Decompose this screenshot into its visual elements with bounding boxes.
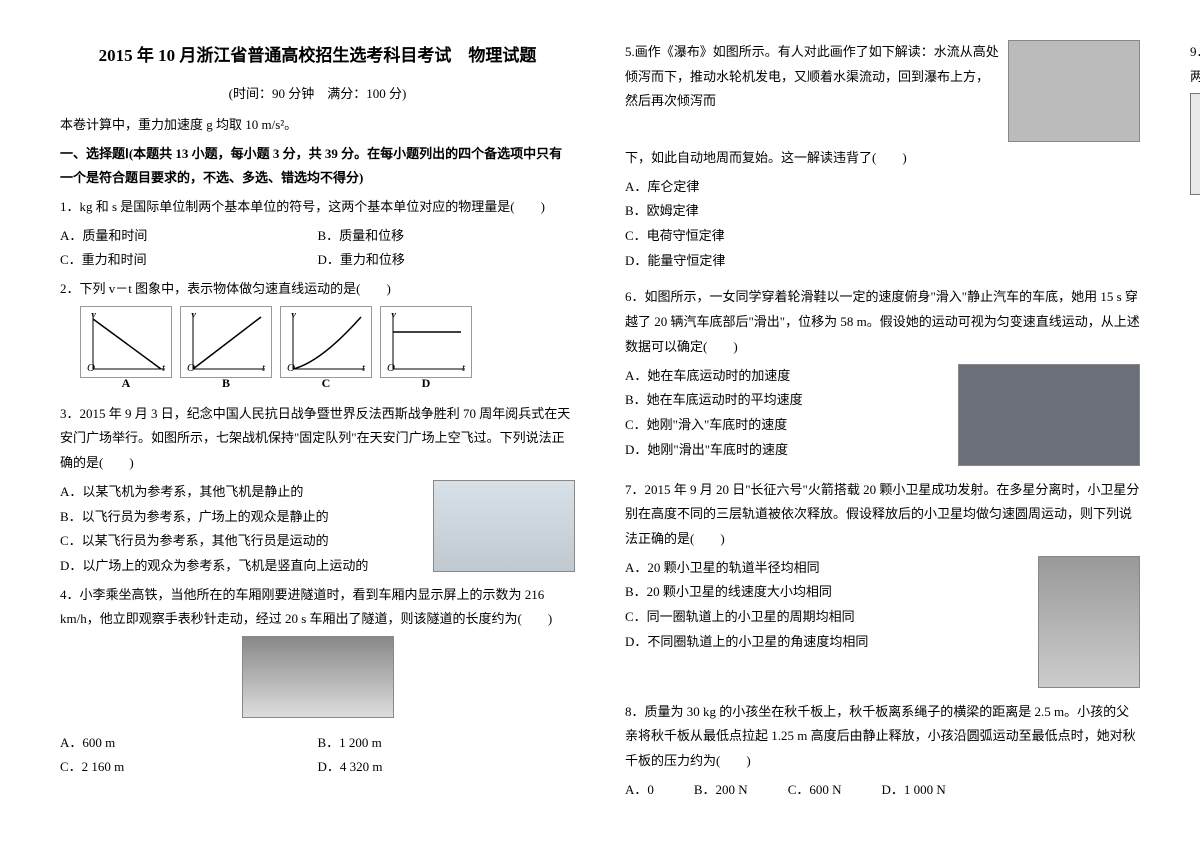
q6-figure — [958, 364, 1140, 466]
q3-stem: 3．2015 年 9 月 3 日，纪念中国人民抗日战争暨世界反法西斯战争胜利 7… — [60, 402, 575, 476]
q5-optD: D．能量守恒定律 — [625, 249, 1140, 274]
section1-header: 一、选择题Ⅰ(本题共 13 小题，每小题 3 分，共 39 分。在每小题列出的四… — [60, 142, 575, 191]
gravity-note: 本卷计算中，重力加速度 g 均取 10 m/s²。 — [60, 113, 575, 138]
q1-optA: A．质量和时间 — [60, 224, 318, 249]
q3-figure — [433, 480, 575, 572]
q4-figure — [242, 636, 394, 718]
q1-optC: C．重力和时间 — [60, 248, 318, 273]
q5-optB: B．欧姆定律 — [625, 199, 1140, 224]
q8-optB: B．200 N — [694, 778, 748, 803]
q2-chart-A: v O t A — [80, 306, 172, 378]
q2-chart-D: v O t D — [380, 306, 472, 378]
q1-optD: D．重力和位移 — [318, 248, 576, 273]
q5-optA: A．库仑定律 — [625, 175, 1140, 200]
q1-optB: B．质量和位移 — [318, 224, 576, 249]
q2-chart-C: v O t C — [280, 306, 372, 378]
q8-optA: A．0 — [625, 778, 654, 803]
q2-chart-B: v O t B — [180, 306, 272, 378]
q6-stem: 6．如图所示，一女同学穿着轮滑鞋以一定的速度俯身"滑入"静止汽车的车底，她用 1… — [625, 285, 1140, 359]
page-title: 2015 年 10 月浙江省普通高校招生选考科目考试 物理试题 — [60, 40, 575, 72]
q4-stem: 4．小李乘坐高铁，当他所在的车厢刚要进隧道时，看到车厢内显示屏上的示数为 216… — [60, 583, 575, 632]
q5-optC: C．电荷守恒定律 — [625, 224, 1140, 249]
q8-optC: C．600 N — [788, 778, 842, 803]
q4-optC: C．2 160 m — [60, 755, 318, 780]
q4-optA: A．600 m — [60, 731, 318, 756]
exam-subhead: (时间：90 分钟 满分：100 分) — [60, 82, 575, 107]
q9-stem: 9．小张在探究磁场对电流作用的实验中，将直导线换作导体板，如图所示，发现在 a、… — [1190, 40, 1200, 89]
q9-figure — [1190, 93, 1200, 195]
q7-figure — [1038, 556, 1140, 688]
q5-stem2: 下，如此自动地周而复始。这一解读违背了( ) — [625, 146, 1140, 171]
q2-stem: 2．下列 v－t 图象中，表示物体做匀速直线运动的是( ) — [60, 277, 575, 302]
q1-stem: 1．kg 和 s 是国际单位制两个基本单位的符号，这两个基本单位对应的物理量是(… — [60, 195, 575, 220]
q4-optB: B．1 200 m — [318, 731, 576, 756]
q7-stem: 7．2015 年 9 月 20 日"长征六号"火箭搭载 20 颗小卫星成功发射。… — [625, 478, 1140, 552]
q5-figure — [1008, 40, 1140, 142]
q4-optD: D．4 320 m — [318, 755, 576, 780]
q2-charts: v O t A v O t B — [80, 306, 575, 378]
q8-stem: 8．质量为 30 kg 的小孩坐在秋千板上，秋千板离系绳子的横梁的距离是 2.5… — [625, 700, 1140, 774]
q8-optD: D．1 000 N — [882, 778, 946, 803]
